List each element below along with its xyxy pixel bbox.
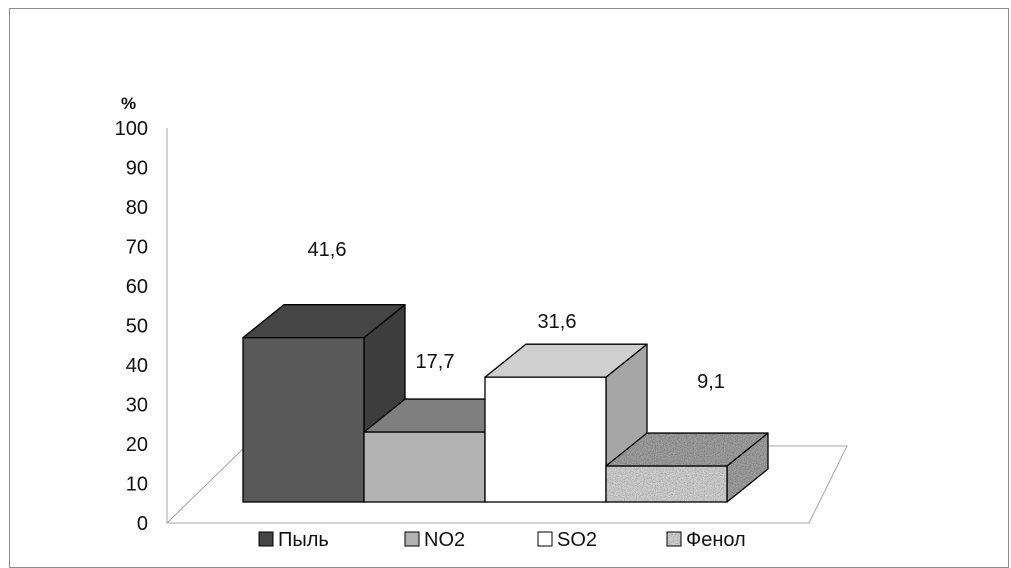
legend-swatch <box>258 531 274 547</box>
legend: Пыль NO2 SO2 Фенол <box>258 529 746 551</box>
y-tick-label: 40 <box>126 355 148 377</box>
y-tick-label: 0 <box>137 513 148 535</box>
chart-svg: 0 10 20 30 40 50 60 70 80 90 100 41,6 17,7 31,6 9,1 %… <box>115 94 848 551</box>
y-tick-label: 100 <box>115 118 148 140</box>
legend-item: Фенол <box>666 529 746 551</box>
legend-item: NO2 <box>404 529 465 551</box>
bar-front-face <box>242 337 365 503</box>
legend-swatch <box>666 531 682 547</box>
y-axis: 0 10 20 30 40 50 60 70 80 90 100 <box>115 118 168 535</box>
bar-front-face <box>363 431 486 503</box>
data-label: 17,7 <box>416 351 455 373</box>
y-tick-label: 90 <box>126 158 148 180</box>
legend-swatch <box>537 531 553 547</box>
y-tick-label: 20 <box>126 434 148 456</box>
bar-front-face <box>605 465 728 503</box>
data-labels: 41,6 17,7 31,6 9,1 <box>308 239 725 393</box>
y-tick-label: 10 <box>126 474 148 496</box>
y-tick-label: 30 <box>126 395 148 417</box>
y-tick-label: 70 <box>126 237 148 259</box>
legend-label: Фенол <box>686 529 746 551</box>
bar-front-face <box>484 376 607 503</box>
legend-item: Пыль <box>258 529 329 551</box>
legend-label: Пыль <box>278 529 329 551</box>
y-tick-label: 60 <box>126 276 148 298</box>
data-label: 41,6 <box>308 239 347 261</box>
bar <box>605 432 769 503</box>
y-tick-label: 50 <box>126 316 148 338</box>
y-axis-label: % <box>121 94 136 113</box>
data-label: 31,6 <box>538 311 577 333</box>
legend-label: SO2 <box>557 529 597 551</box>
legend-item: SO2 <box>537 529 597 551</box>
y-tick-label: 80 <box>126 197 148 219</box>
bars <box>242 304 769 503</box>
data-label: 9,1 <box>697 371 725 393</box>
legend-swatch <box>404 531 420 547</box>
bar <box>484 343 648 503</box>
legend-label: NO2 <box>424 529 465 551</box>
